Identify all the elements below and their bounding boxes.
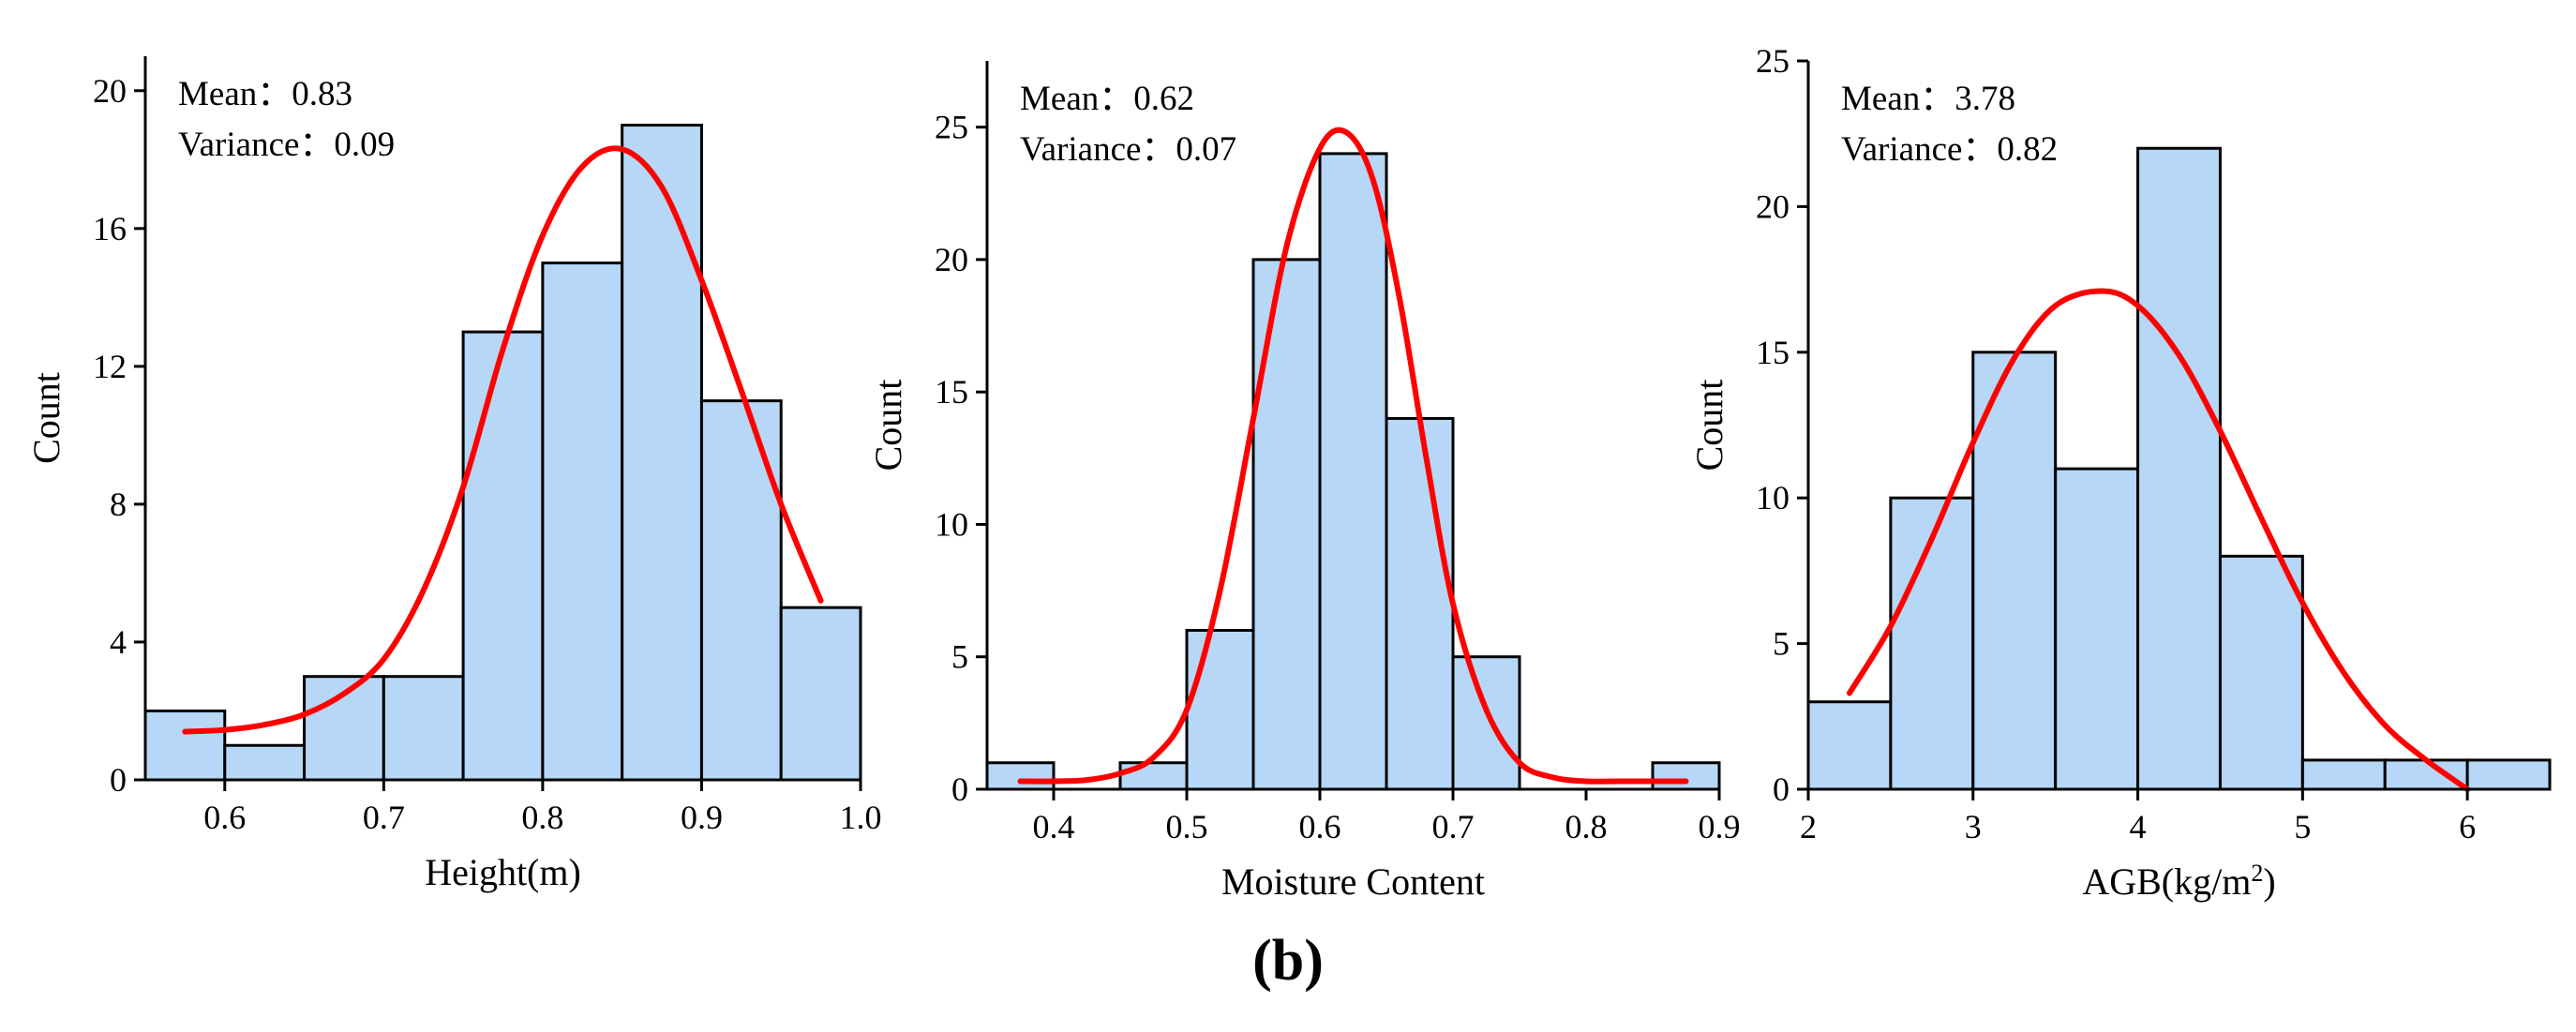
y-tick-label: 5 bbox=[1773, 625, 1790, 663]
x-tick-label: 0.6 bbox=[203, 799, 246, 836]
x-tick-label: 2 bbox=[1800, 808, 1817, 845]
histogram-bar bbox=[2218, 554, 2304, 791]
histogram-bar bbox=[1971, 351, 2058, 791]
y-tick-label: 16 bbox=[93, 210, 127, 247]
normal-fit-curve bbox=[1017, 127, 1689, 785]
histogram-bar bbox=[1651, 761, 1721, 791]
x-tick-label: 0.7 bbox=[1432, 808, 1475, 845]
figure-caption: (b) bbox=[1252, 929, 1324, 993]
histogram-bar bbox=[1889, 496, 1975, 791]
histogram-bar bbox=[621, 124, 703, 782]
histogram-bar bbox=[1318, 152, 1388, 791]
x-axis-label: Height(m) bbox=[425, 851, 581, 893]
histogram-bar bbox=[699, 399, 783, 782]
histogram-bar bbox=[2383, 758, 2469, 791]
y-axis-label: Count bbox=[867, 380, 909, 471]
histogram-bar bbox=[461, 330, 545, 782]
x-tick-label: 0.4 bbox=[1033, 808, 1075, 845]
x-tick-label: 6 bbox=[2459, 808, 2476, 845]
x-tick-label: 3 bbox=[1965, 808, 1982, 845]
histogram-bar bbox=[985, 761, 1056, 791]
y-tick-label: 20 bbox=[93, 72, 127, 110]
x-tick-label: 0.9 bbox=[1699, 808, 1741, 845]
variance-annotation: Variance：0.09 bbox=[178, 126, 395, 164]
y-tick-label: 0 bbox=[110, 761, 127, 799]
mean-annotation: Mean：0.62 bbox=[1020, 80, 1194, 118]
y-tick-label: 25 bbox=[935, 109, 968, 146]
x-tick-label: 0.5 bbox=[1166, 808, 1208, 845]
variance-annotation: Variance：0.07 bbox=[1020, 130, 1236, 169]
x-tick-label: 0.6 bbox=[1299, 808, 1341, 845]
y-axis-label: Count bbox=[1688, 380, 1730, 471]
y-tick-label: 4 bbox=[110, 623, 127, 661]
histogram-bar bbox=[382, 675, 465, 782]
y-tick-label: 8 bbox=[110, 486, 127, 523]
x-axis-label-superscript: 2 bbox=[2251, 860, 2263, 887]
y-tick-label: 15 bbox=[1756, 334, 1790, 371]
x-axis-label: Moisture Content bbox=[1221, 860, 1485, 903]
histogram-bar bbox=[2465, 758, 2552, 791]
variance-annotation: Variance：0.82 bbox=[1841, 130, 2058, 169]
y-tick-label: 10 bbox=[1756, 479, 1790, 516]
histogram-bar bbox=[1185, 628, 1255, 791]
histogram-bar bbox=[1118, 761, 1189, 791]
x-tick-label: 4 bbox=[2130, 808, 2147, 845]
histogram-bar bbox=[779, 606, 862, 782]
normal-fit-curve bbox=[1846, 288, 2471, 792]
x-axis-label: AGB(kg/m2) bbox=[2082, 860, 2275, 904]
normal-fit-curve bbox=[182, 145, 824, 735]
y-tick-label: 25 bbox=[1756, 42, 1790, 80]
histogram-bar bbox=[223, 743, 307, 782]
y-tick-label: 0 bbox=[1773, 770, 1790, 808]
x-tick-label: 0.8 bbox=[521, 799, 563, 836]
chart-panel-3: 2 3 4 5 6 0 5 10 15 20 25 AGB(kg/m2) Count Mean：3.78 V… bbox=[1688, 42, 2552, 904]
histogram-bar bbox=[2136, 146, 2222, 791]
y-tick-label: 5 bbox=[951, 638, 968, 676]
x-tick-label: 5 bbox=[2294, 808, 2311, 845]
chart-panel-2: 0.4 0.5 0.6 0.7 0.8 0.9 0 5 10 15 20 25 Moisture Con… bbox=[867, 61, 1741, 903]
y-tick-label: 15 bbox=[935, 373, 968, 411]
x-tick-label: 0.7 bbox=[363, 799, 405, 836]
x-tick-label: 1.0 bbox=[840, 799, 882, 836]
y-tick-label: 10 bbox=[935, 505, 968, 543]
y-axis-label: Count bbox=[25, 372, 67, 464]
histogram-bar bbox=[2054, 467, 2140, 791]
histogram-bar bbox=[541, 262, 624, 782]
y-tick-label: 12 bbox=[93, 348, 127, 385]
histogram-bar bbox=[1251, 258, 1322, 791]
histogram-bar bbox=[1385, 416, 1455, 791]
mean-annotation: Mean：3.78 bbox=[1841, 80, 2015, 118]
x-tick-label: 0.8 bbox=[1565, 808, 1608, 845]
histogram-bar bbox=[1451, 655, 1521, 791]
x-axis-label-end: ) bbox=[2263, 860, 2275, 903]
x-tick-label: 0.9 bbox=[681, 799, 723, 836]
histogram-bar bbox=[1806, 700, 1893, 791]
mean-annotation: Mean：0.83 bbox=[178, 75, 352, 113]
chart-panel-1: 0.6 0.7 0.8 0.9 1.0 0 4 8 12 16 20 Height(m) Count Me… bbox=[25, 56, 882, 893]
y-tick-label: 20 bbox=[935, 241, 968, 278]
histogram-bar bbox=[143, 709, 227, 782]
y-tick-label: 20 bbox=[1756, 187, 1790, 225]
y-tick-label: 0 bbox=[951, 770, 968, 808]
histogram-bar bbox=[2300, 758, 2387, 791]
